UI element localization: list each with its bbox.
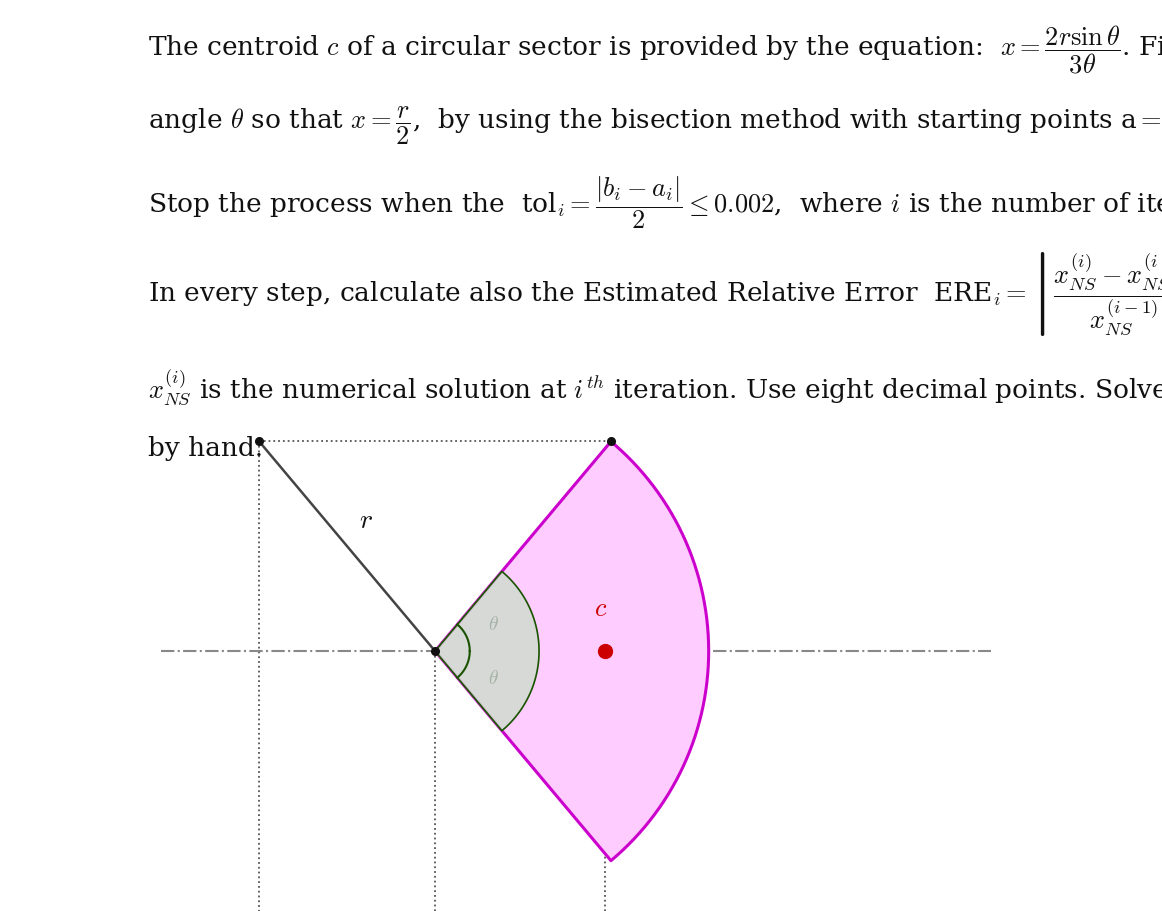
Text: $c$: $c$ [594, 595, 607, 620]
Text: Stop the process when the  tol$_i = \dfrac{|b_i - a_i|}{2} \leq 0.002$,  where $: Stop the process when the tol$_i = \dfra… [148, 174, 1162, 230]
Text: $\theta$: $\theta$ [488, 670, 498, 688]
Text: angle $\theta$ so that $x = \dfrac{r}{2}$,  by using the bisection method with s: angle $\theta$ so that $x = \dfrac{r}{2}… [148, 105, 1162, 147]
Polygon shape [435, 572, 539, 731]
Text: $x_{NS}^{(i)}$ is the numerical solution at $i^{th}$ iteration. Use eight decima: $x_{NS}^{(i)}$ is the numerical solution… [148, 367, 1162, 407]
Text: $r$: $r$ [359, 507, 373, 533]
Polygon shape [435, 442, 709, 861]
Text: by hand.: by hand. [148, 435, 263, 461]
Text: In every step, calculate also the Estimated Relative Error  ERE$_i = \left|\dfra: In every step, calculate also the Estima… [148, 250, 1162, 337]
Text: $\theta$: $\theta$ [488, 615, 498, 633]
Text: The centroid $c$ of a circular sector is provided by the equation:  $x = \dfrac{: The centroid $c$ of a circular sector is… [148, 24, 1162, 77]
